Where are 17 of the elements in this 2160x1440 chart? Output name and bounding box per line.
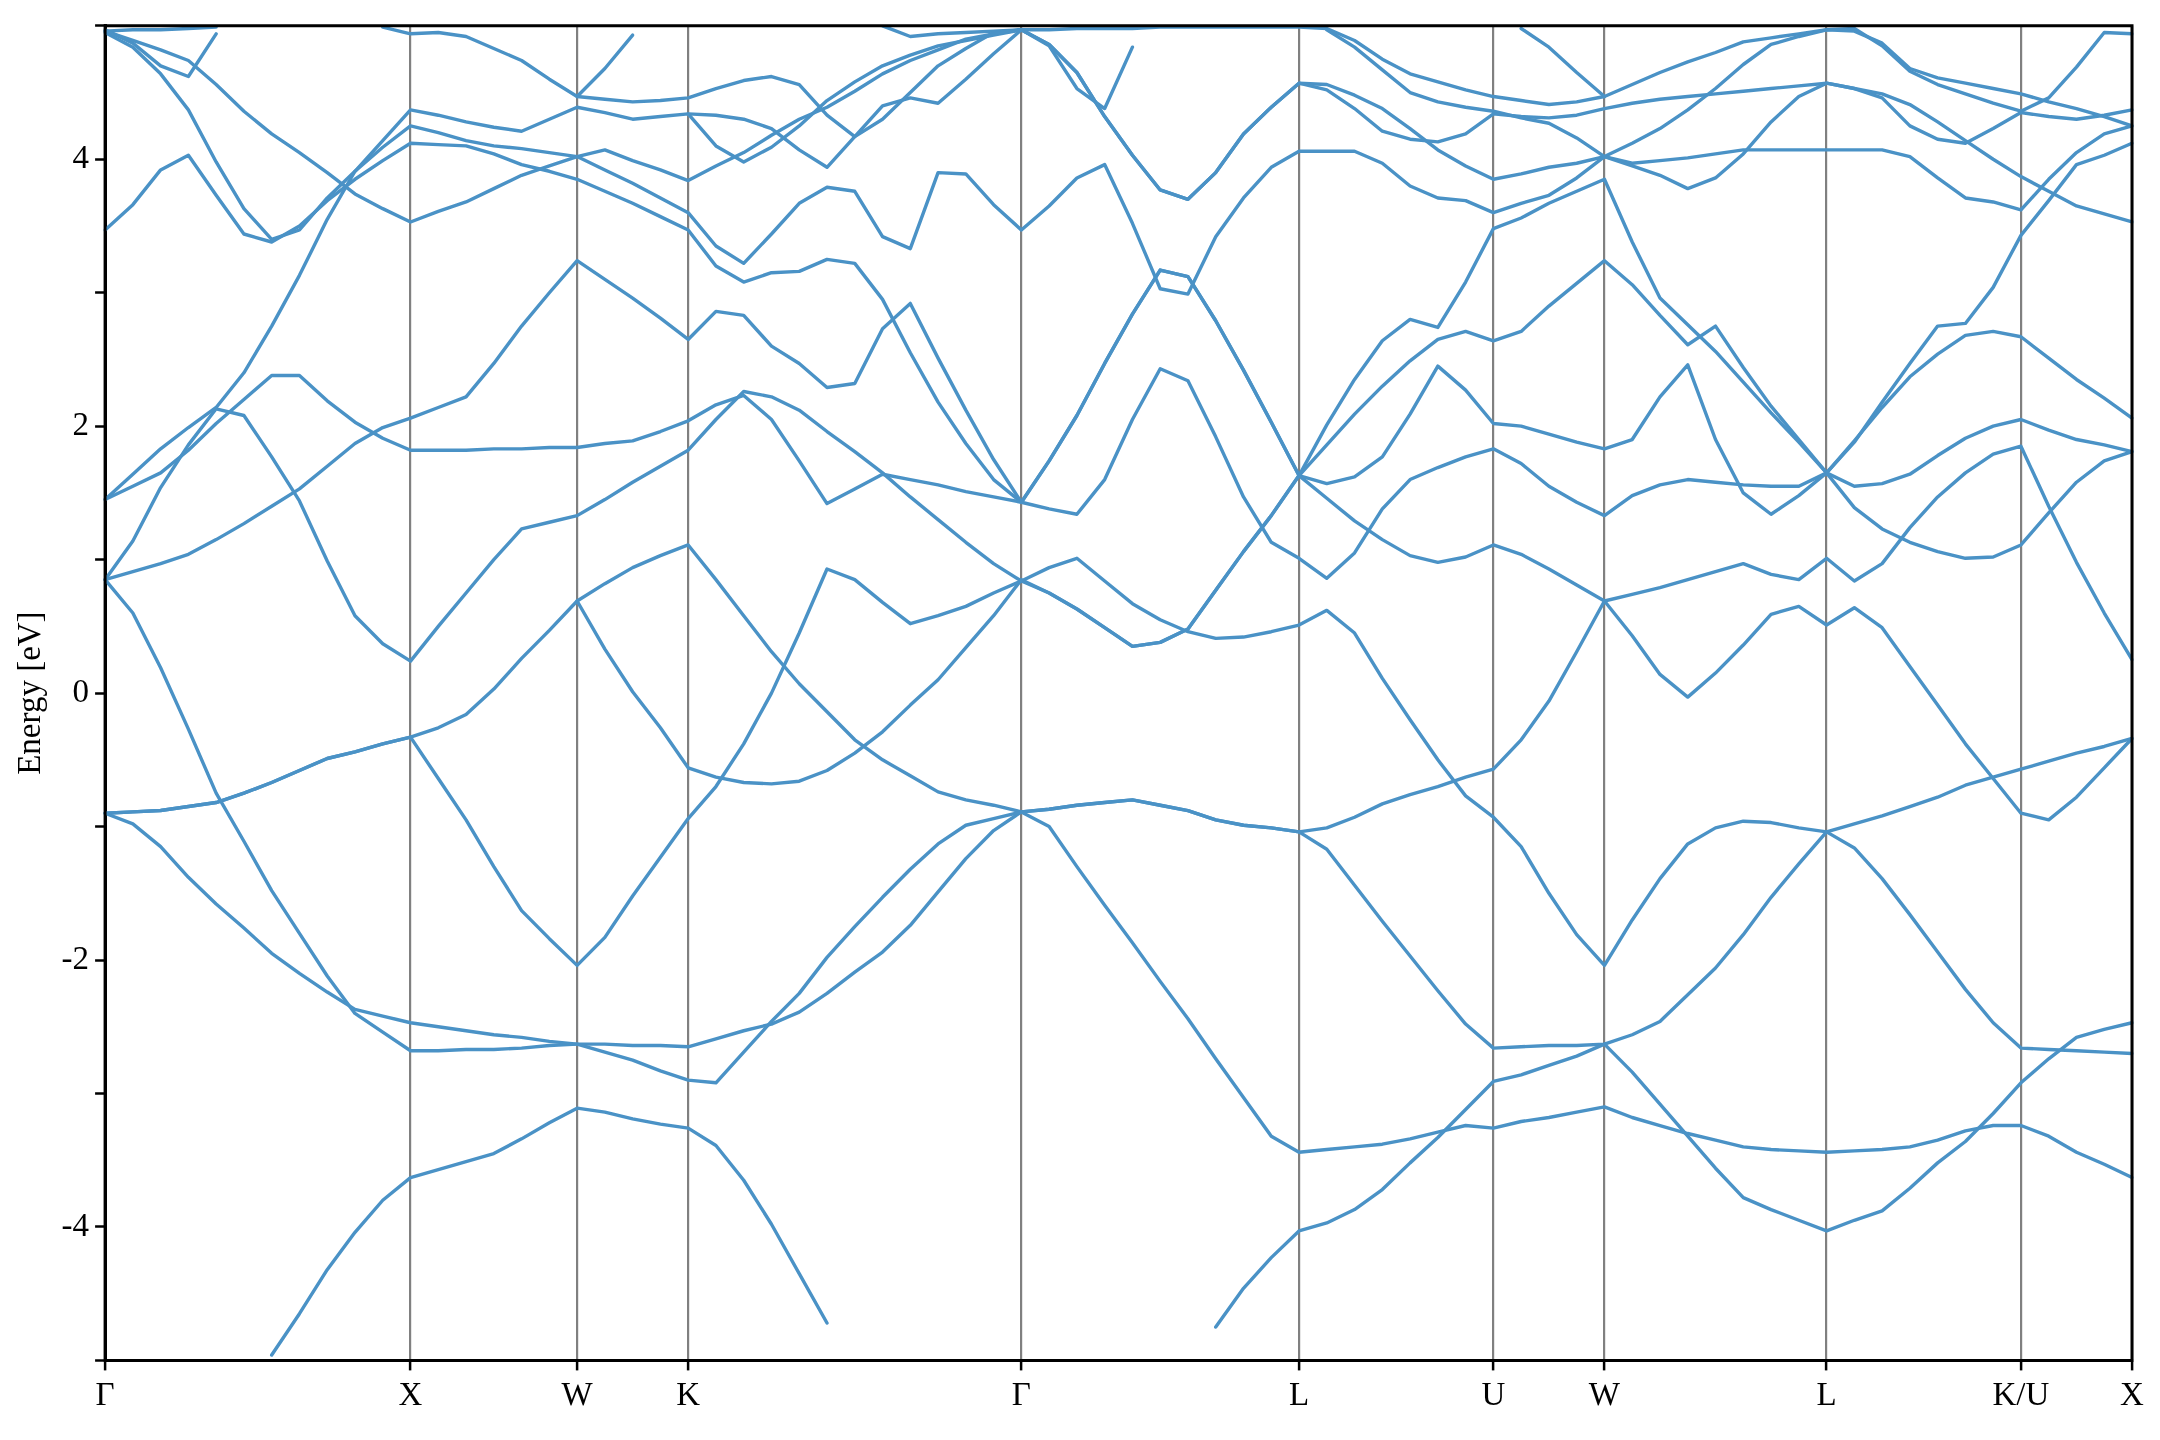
y-axis-title: Energy [eV] <box>11 611 48 775</box>
x-tick-label: W <box>1588 1375 1621 1412</box>
x-tick-label: L <box>1288 1375 1310 1412</box>
y-tick-label: 2 <box>72 405 90 442</box>
x-tick-label: Γ <box>95 1375 115 1412</box>
x-tick-label: K <box>676 1375 701 1412</box>
y-tick-label: 0 <box>72 672 90 709</box>
x-tick-label: K/U <box>1992 1375 2050 1412</box>
x-tick-label: Γ <box>1011 1375 1031 1412</box>
x-tick-label: L <box>1816 1375 1837 1412</box>
x-tick-label: X <box>398 1375 423 1412</box>
x-tick-label: U <box>1481 1375 1506 1412</box>
y-tick-label: -4 <box>61 1206 90 1243</box>
y-tick-label: 4 <box>72 138 90 175</box>
x-tick-label: W <box>561 1375 594 1412</box>
y-tick-label: -2 <box>61 939 90 976</box>
x-tick-label: X <box>2120 1375 2145 1412</box>
